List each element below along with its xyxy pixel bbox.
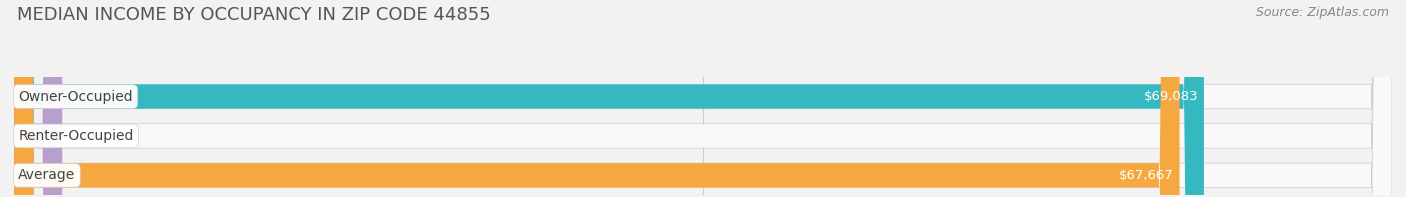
FancyBboxPatch shape xyxy=(14,0,1392,197)
Text: $67,667: $67,667 xyxy=(1119,169,1174,182)
Text: $69,083: $69,083 xyxy=(1143,90,1198,103)
Text: $0: $0 xyxy=(79,129,96,142)
FancyBboxPatch shape xyxy=(14,0,1392,197)
FancyBboxPatch shape xyxy=(14,0,1392,197)
FancyBboxPatch shape xyxy=(14,0,62,197)
Text: MEDIAN INCOME BY OCCUPANCY IN ZIP CODE 44855: MEDIAN INCOME BY OCCUPANCY IN ZIP CODE 4… xyxy=(17,6,491,24)
Text: Owner-Occupied: Owner-Occupied xyxy=(18,89,132,104)
FancyBboxPatch shape xyxy=(14,0,1180,197)
FancyBboxPatch shape xyxy=(14,0,1204,197)
Text: Renter-Occupied: Renter-Occupied xyxy=(18,129,134,143)
Text: Source: ZipAtlas.com: Source: ZipAtlas.com xyxy=(1256,6,1389,19)
Text: Average: Average xyxy=(18,168,76,182)
